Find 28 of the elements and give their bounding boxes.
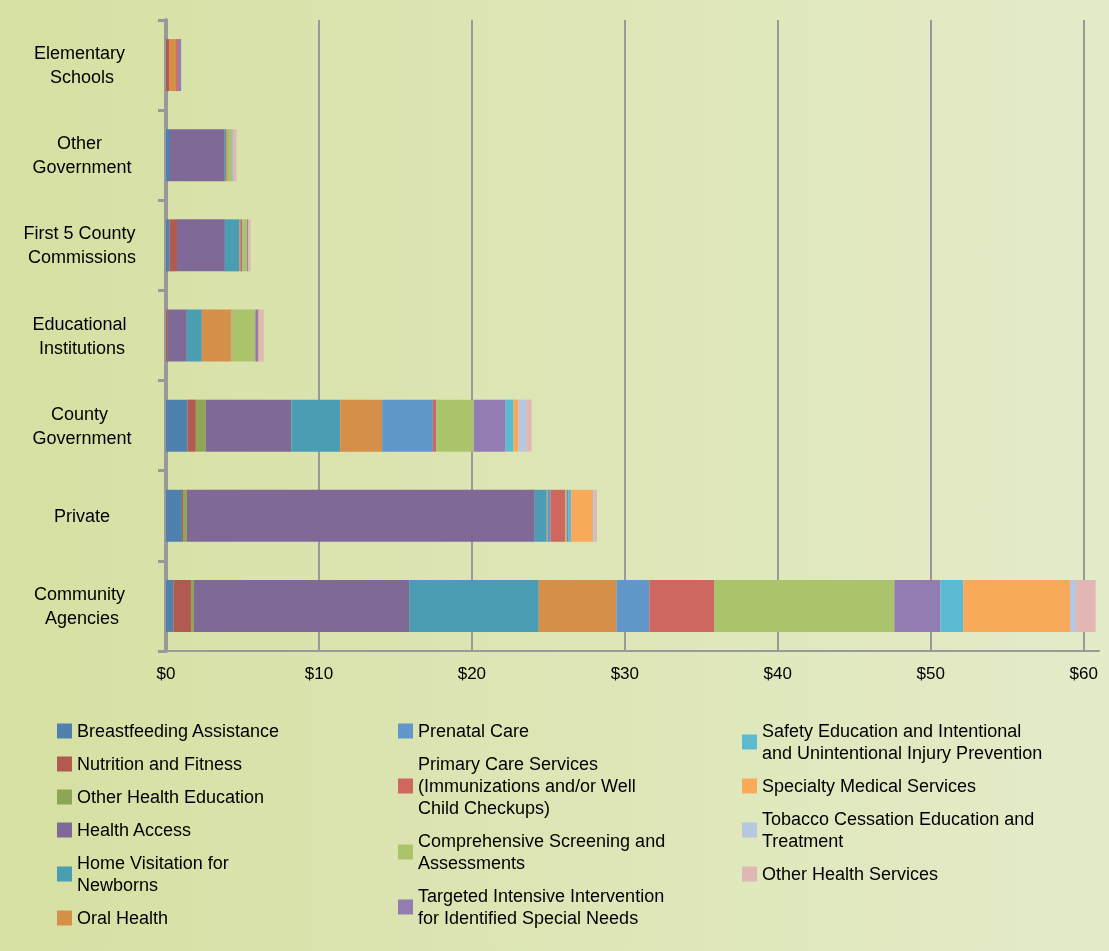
x-tick-label: $40 (763, 664, 792, 683)
legend-label: Nutrition and Fitness (77, 754, 243, 774)
y-tick-label: Educational Institutions (32, 313, 132, 358)
legend-label: Targeted Intensive Intervention for Identified Special Needs (418, 886, 665, 928)
legend-label: Specialty Medical Services (762, 776, 977, 796)
legend-label: Primary Care Services (Immunizations and/or Well Child Checkups) (418, 754, 636, 818)
legend-label: Home Visitation for Newborns (77, 853, 229, 895)
legend-label: Other Health Education (77, 787, 265, 807)
x-tick-label: $30 (610, 664, 640, 683)
y-tick-label: Community Agencies (33, 583, 131, 628)
legend-label: Health Access (77, 820, 192, 840)
legend-label: Tobacco Cessation Education and Treatment (762, 809, 1035, 851)
x-tick-label: $10 (304, 664, 334, 683)
y-tick-label: Other Government (32, 133, 132, 178)
y-tick-label: First 5 County Commissions (23, 223, 141, 268)
legend-label: Breastfeeding Assistance (77, 721, 280, 741)
legend-label: Prenatal Care (418, 721, 530, 741)
y-tick-label: Elementary Schools (33, 43, 131, 88)
x-tick-label: $60 (1069, 664, 1098, 683)
x-tick-label: $50 (916, 664, 945, 683)
y-tick-label: Private (53, 505, 111, 526)
legend-label: Other Health Services (762, 864, 939, 884)
legend-label: Oral Health (77, 908, 169, 928)
y-tick-label: County Government (32, 403, 132, 448)
legend-label: Comprehensive Screening and Assessments (418, 831, 666, 873)
x-tick-label: $0 (156, 664, 176, 683)
legend-label: Safety Education and Intentional and Unintentional Injury Prevention (762, 721, 1043, 763)
x-tick-label: $20 (457, 664, 487, 683)
